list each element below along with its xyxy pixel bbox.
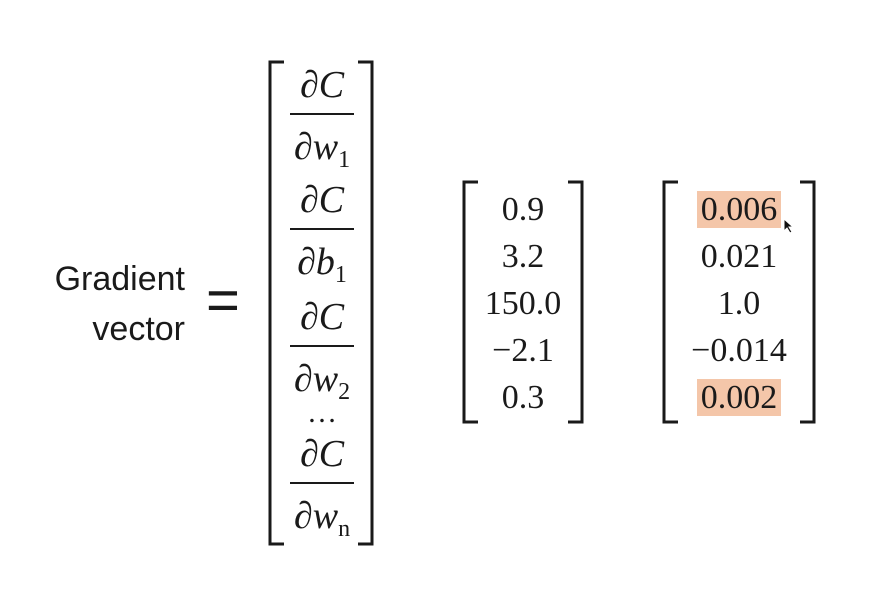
fraction-1-numerator: ∂C [299,64,345,106]
fraction-2-numerator: ∂C [299,179,345,221]
gradient-label-line2: vector [92,310,185,348]
vector-a-right-bracket [568,180,584,424]
vector-a-entry-1: 0.9 [501,191,545,228]
fraction-4-numerator: ∂C [299,433,345,475]
fraction-1-bar [290,113,354,115]
vector-b-entry-3: 1.0 [717,285,761,322]
vector-b-entry-2: 0.021 [700,238,778,275]
vector-b-right-bracket [800,180,816,424]
fraction-3-bar [290,345,354,347]
vector-a-entry-5: 0.3 [501,379,545,416]
highlight-entry-1: 0.006 [696,191,782,228]
symbolic-right-bracket [358,60,374,546]
fraction-2-bar [290,228,354,230]
gradient-label-line1: Gradient [54,260,185,298]
vector-a-entry-3: 150.0 [484,285,562,322]
mouse-cursor-icon [783,218,795,234]
equals-sign: = [206,268,240,333]
fraction-3-denominator: ∂w2 [293,358,351,405]
vector-b-left-bracket [662,180,678,424]
fraction-3-numerator: ∂C [299,296,345,338]
highlight-entry-5: 0.002 [696,379,782,416]
fraction-4-denominator: ∂wn [293,495,351,542]
symbolic-left-bracket [268,60,284,546]
vector-a-entry-2: 3.2 [501,238,545,275]
fraction-4-bar [290,482,354,484]
vector-a-entry-4: −2.1 [492,332,554,369]
vector-a-left-bracket [462,180,478,424]
vector-b-entry-5: 0.002 [674,379,804,416]
symbolic-ellipsis: … [307,396,337,429]
fraction-1-denominator: ∂w1 [293,126,351,173]
vector-b-entry-1: 0.006 [674,191,804,228]
vector-b-entry-4: −0.014 [691,332,787,369]
fraction-2-denominator: ∂b1 [297,241,347,288]
